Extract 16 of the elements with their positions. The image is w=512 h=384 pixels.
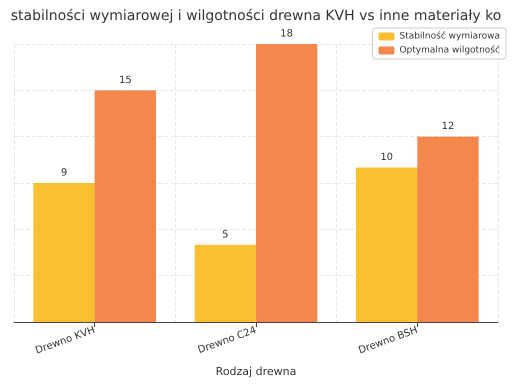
bar <box>194 244 256 322</box>
legend-label: Stabilność wymiarowa <box>399 30 500 42</box>
bar <box>94 90 156 322</box>
chart-title: stabilności wymiarowej i wilgotności drewna KVH vs inne materiały ko <box>10 8 502 24</box>
data-label: 12 <box>442 121 454 132</box>
data-label: 10 <box>380 152 394 164</box>
legend-label: Optymalna wilgotność <box>399 44 500 56</box>
bar <box>356 168 418 322</box>
bar <box>33 183 95 322</box>
x-axis-title: Rodzaj drewna <box>216 365 296 378</box>
data-label: 18 <box>280 28 294 40</box>
bar <box>417 136 479 322</box>
data-label: 15 <box>118 74 132 86</box>
data-label: 5 <box>222 229 229 240</box>
bar <box>256 44 318 322</box>
data-label: 9 <box>60 168 68 178</box>
